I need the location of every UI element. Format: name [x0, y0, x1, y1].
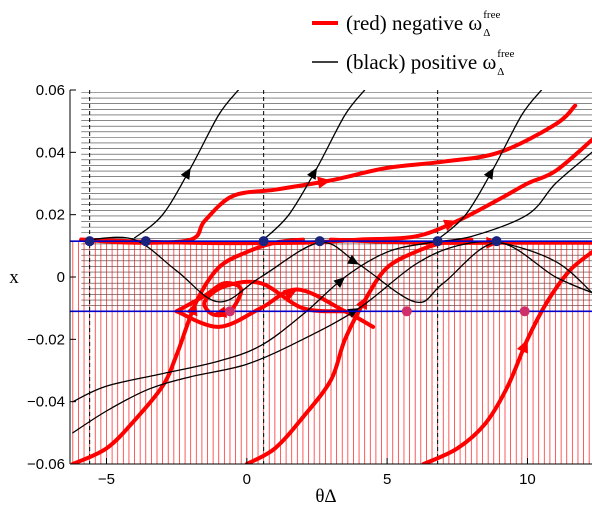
y-tick-label: 0.06: [36, 82, 65, 99]
red-trajectory: [79, 137, 592, 246]
black-trajectory: [88, 236, 592, 304]
legend-sub: Δ: [497, 66, 504, 78]
legend-label: (red) negative ω: [346, 11, 482, 35]
fixed-point-dot: [432, 236, 443, 247]
black-trajectory: [262, 90, 366, 241]
y-axis-label: x: [9, 267, 19, 288]
red-trajectory: [70, 237, 305, 464]
direction-arrow: [307, 167, 317, 180]
fixed-point-dot: [140, 236, 151, 247]
fixed-point-dot: [258, 236, 269, 247]
fixed-point-dot: [491, 236, 502, 247]
x-axis-label: θΔ: [315, 486, 336, 507]
horizontal-lines-layer: [70, 240, 592, 313]
direction-arrow: [356, 295, 368, 311]
series-layer: [70, 90, 592, 464]
fixed-point-dot: [519, 306, 530, 317]
y-tick-label: −0.04: [27, 394, 65, 411]
tick-layer: −5 0 5 10 0.06 0.04 0.02 0 −0.02 −0.04 −0.06: [27, 82, 536, 488]
x-tick-label: 5: [383, 471, 391, 488]
legend-label: (black) positive ω: [346, 50, 496, 74]
fixed-point-dot: [401, 306, 412, 317]
y-tick-label: 0.04: [36, 144, 65, 161]
x-tick-label: 10: [519, 471, 536, 488]
y-tick-label: 0: [57, 269, 65, 286]
direction-arrow: [347, 254, 360, 265]
x-tick-label: 0: [243, 471, 251, 488]
red-trajectory: [174, 287, 376, 329]
red-trajectory: [174, 279, 347, 318]
y-tick-label: −0.06: [27, 456, 65, 473]
y-tick-label: 0.02: [36, 207, 65, 224]
black-trajectory: [436, 90, 543, 241]
direction-arrow: [333, 277, 346, 289]
fixed-point-dot: [224, 306, 235, 317]
dots-layer: [84, 236, 530, 317]
black-trajectory: [72, 151, 592, 403]
direction-arrow: [317, 176, 331, 189]
x-tick-label: −5: [98, 471, 115, 488]
y-tick-label: −0.02: [27, 331, 65, 348]
direction-arrow: [443, 219, 458, 232]
red-trajectory: [421, 250, 592, 464]
direction-arrow: [186, 301, 198, 317]
fixed-point-dot: [84, 236, 95, 247]
dashed-lines-layer: [89, 90, 439, 464]
direction-arrow: [180, 167, 191, 180]
legend-sub: Δ: [483, 27, 490, 39]
black-trajectory: [133, 90, 240, 239]
fixed-point-dot: [314, 236, 325, 247]
direction-arrow: [483, 167, 494, 180]
direction-arrow: [516, 339, 528, 354]
legend-sup: free: [497, 48, 514, 60]
legend-sup: free: [483, 9, 500, 21]
direction-arrow: [283, 289, 298, 301]
